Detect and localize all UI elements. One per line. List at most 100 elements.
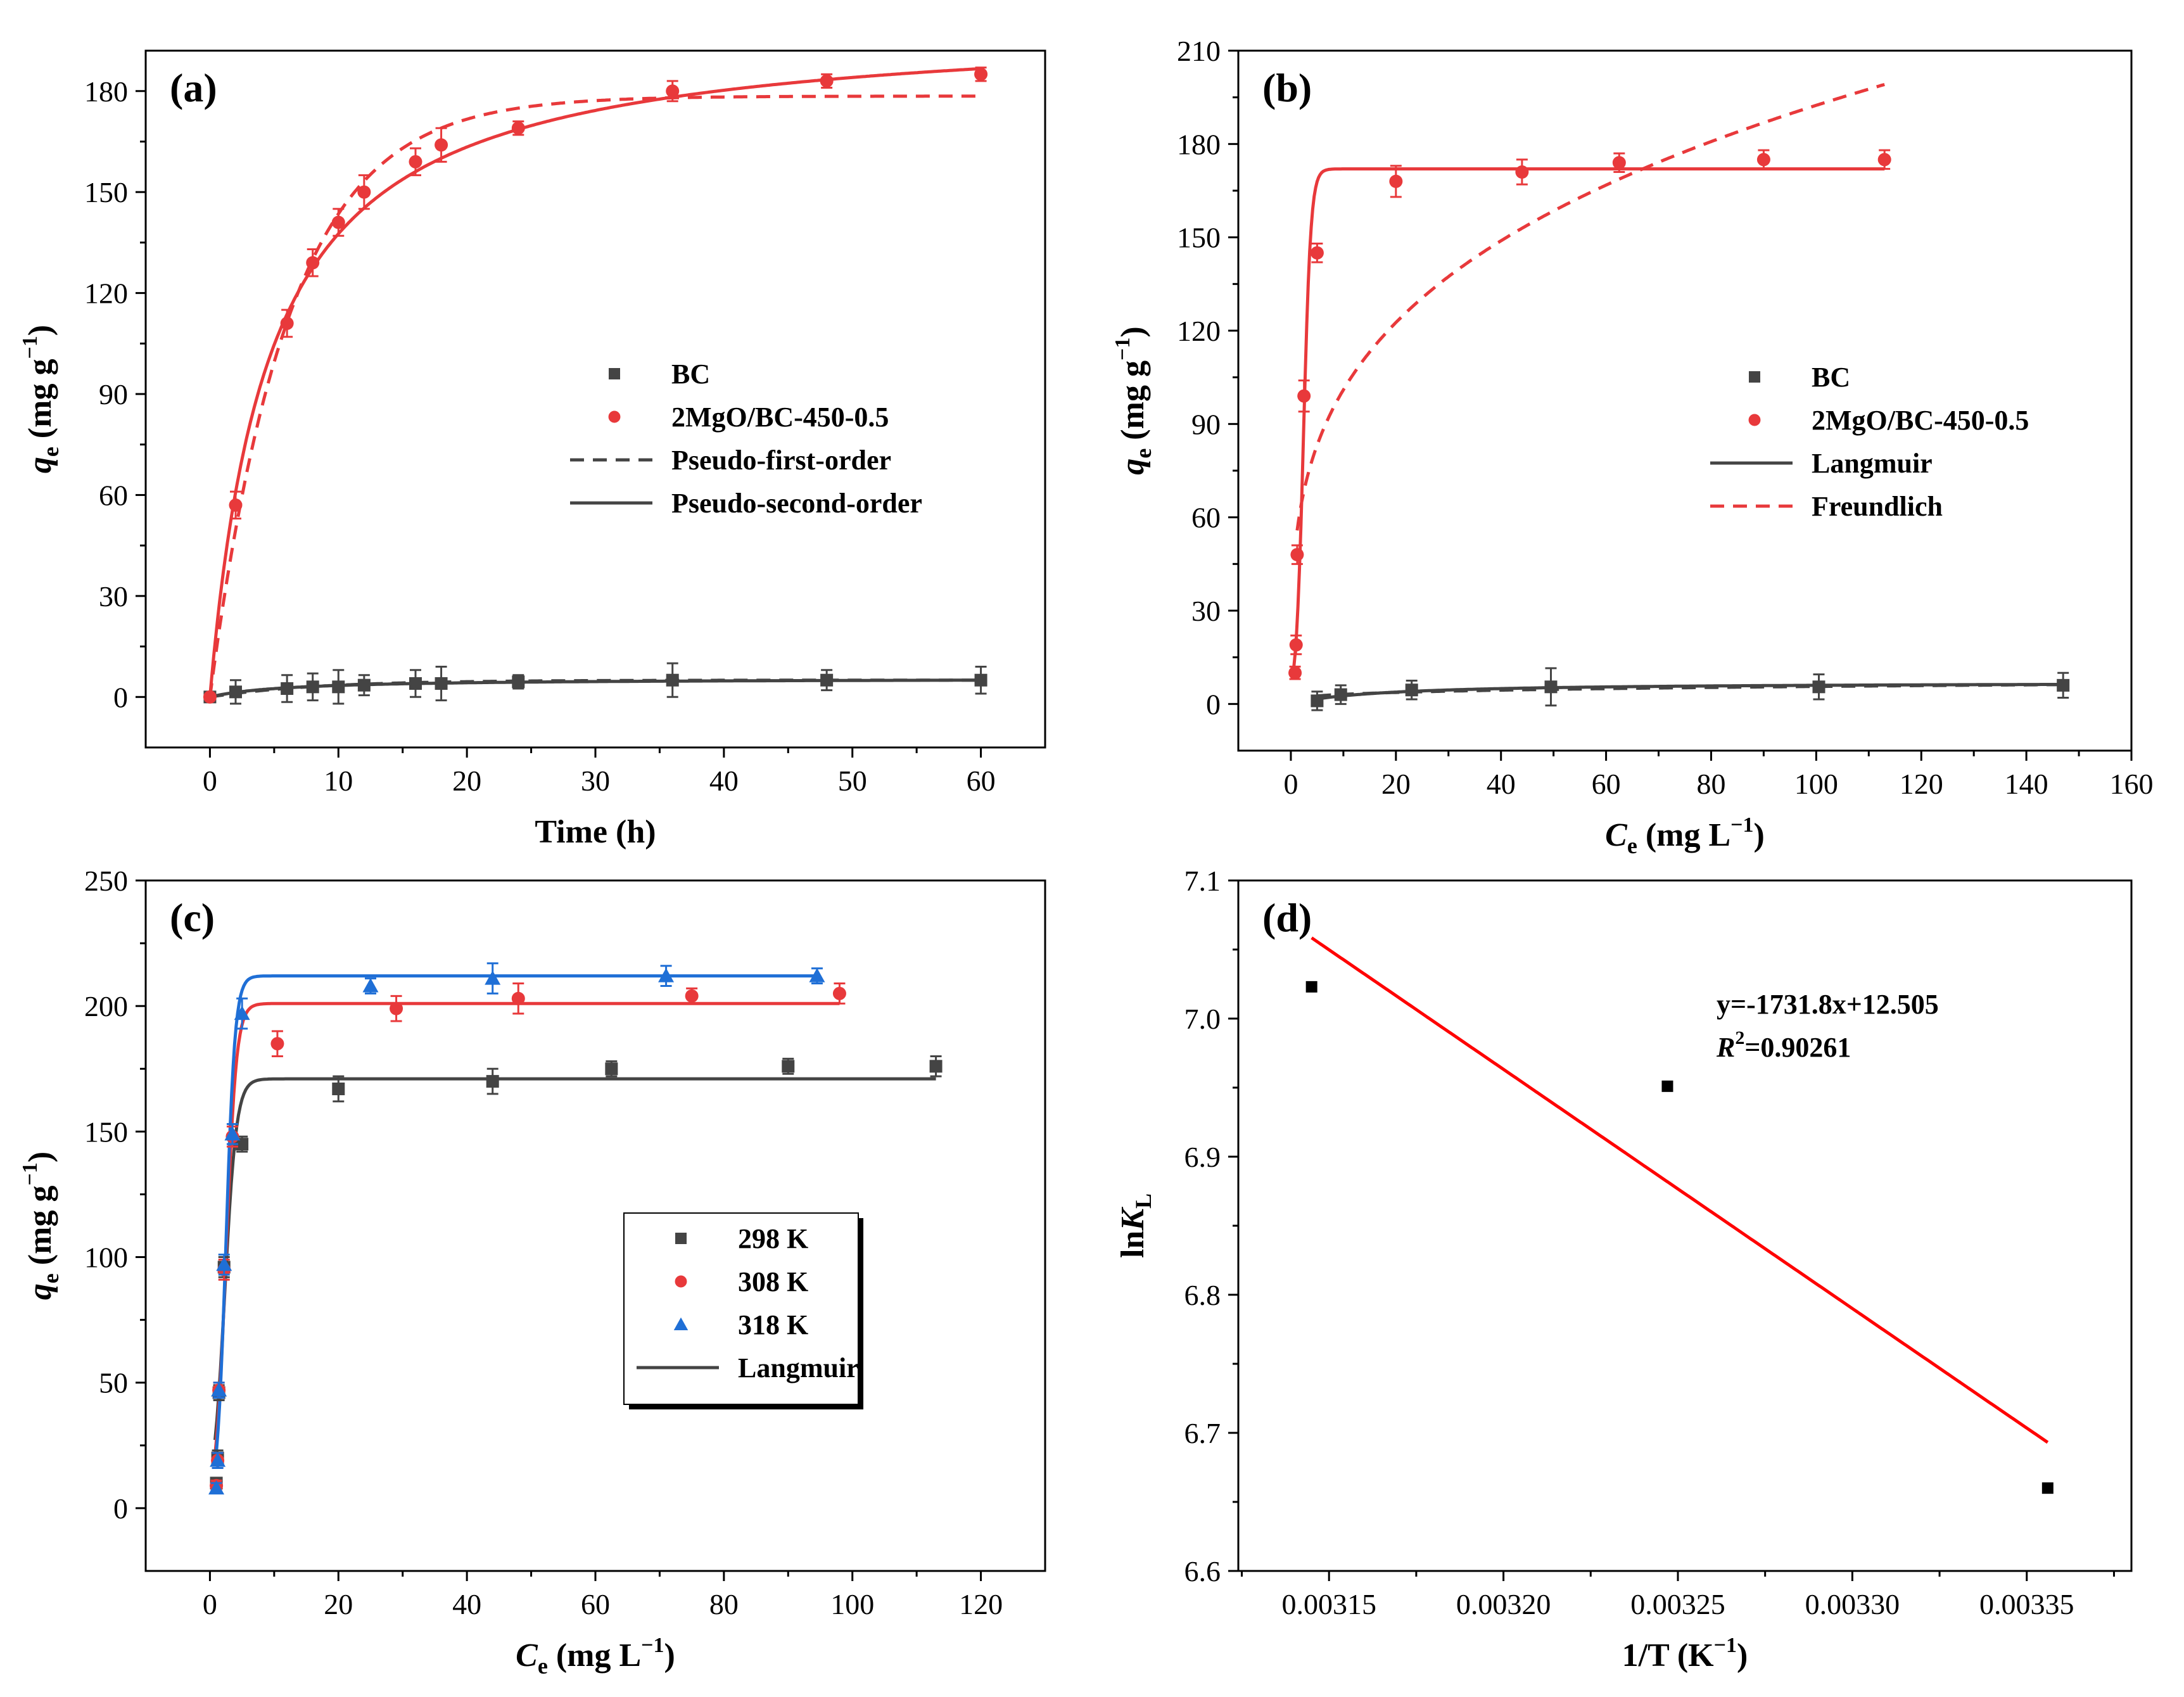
data-point [210, 1452, 226, 1467]
data-point [1288, 666, 1302, 680]
y-axis-label: qe (mg g−1) [1111, 326, 1156, 474]
y-tick-label: 6.9 [1184, 1141, 1221, 1173]
legend: BC 2MgO/BC-450-0.5 Pseudo-first-order Pseud… [570, 359, 922, 519]
y-tick-label: 210 [1177, 35, 1221, 67]
data-point [236, 1138, 249, 1151]
data-point [1405, 683, 1418, 697]
data-point [357, 678, 371, 692]
x-axis-label: 1/T (K−1) [1622, 1634, 1748, 1674]
x-axis-label: Ce (mg L−1) [1605, 813, 1765, 858]
x-axis-label-sub: e [538, 1653, 548, 1679]
data-point [512, 675, 525, 689]
fit-line [208, 94, 981, 697]
x-axis-label-main: 1/T (K [1622, 1637, 1715, 1674]
data-point [1877, 153, 1891, 167]
legend-marker [1749, 371, 1760, 383]
x-tick-label: 80 [1696, 768, 1725, 800]
data-point [435, 138, 448, 152]
fit-line [213, 1001, 840, 1455]
x-tick-label: 0 [1283, 768, 1298, 800]
x-axis-label-symbol: C [516, 1637, 538, 1674]
legend-label: 2MgO/BC-450-0.5 [1812, 405, 2029, 436]
series-2mgo-bc-450-0-5 [1288, 149, 1891, 680]
legend-marker [1748, 414, 1761, 426]
plot-frame [144, 49, 1046, 749]
panel-a: 0 10 20 30 40 50 60 0 30 60 90 120 150 180 (a) Time (h)… [18, 49, 1046, 850]
data-point [685, 989, 699, 1003]
panel-label: (d) [1262, 895, 1312, 940]
plot-frame [144, 879, 1046, 1572]
data-point [332, 1082, 345, 1095]
fit-line [213, 1077, 936, 1440]
y-axis-label-close: ) [22, 325, 58, 336]
plot-area [208, 962, 943, 1495]
panel-c: 0 20 40 60 80 100 120 0 50 100 150 200 250 (c) Ce (mg … [18, 865, 1046, 1679]
data-point [1812, 680, 1825, 694]
data-point [332, 680, 345, 694]
y-axis-label-sub: e [38, 1273, 63, 1283]
y-tick-label: 100 [84, 1242, 128, 1274]
plot-area [203, 67, 988, 705]
data-point [782, 1060, 795, 1073]
data-point [666, 84, 680, 98]
data-point [511, 991, 525, 1005]
plot-frame [1237, 879, 2133, 1572]
data-point [1311, 694, 1324, 708]
x-tick-label: 120 [1900, 768, 1943, 800]
data-point [1305, 981, 1317, 993]
y-tick-label: 6.8 [1184, 1279, 1221, 1311]
y-axis-label-unit: (mg g [22, 1186, 58, 1274]
data-point [208, 1480, 225, 1495]
fit-line [208, 67, 981, 697]
plot-area [1288, 83, 2070, 711]
data-point [1334, 688, 1347, 701]
series-318-k [208, 962, 825, 1495]
y-tick-label: 50 [99, 1367, 128, 1399]
y-tick-label: 150 [1177, 222, 1221, 254]
data-point [280, 316, 294, 330]
legend-label: 318 K [738, 1309, 808, 1340]
x-axis-label-unit: (mg L [548, 1637, 641, 1674]
y-tick-label: 6.7 [1184, 1417, 1221, 1449]
data-point [1612, 156, 1626, 170]
data-point [974, 673, 987, 687]
series-lnkl [1305, 981, 2054, 1494]
fit-line [1295, 83, 1885, 531]
data-point [216, 1256, 232, 1271]
data-point [306, 680, 319, 694]
y-axis-label-sub: e [38, 447, 63, 457]
legend-marker [609, 368, 620, 379]
y-tick-label: 60 [1191, 502, 1221, 534]
data-point [2041, 1482, 2054, 1494]
series-2mgo-bc-450-0-5 [203, 67, 988, 704]
data-point [409, 155, 422, 168]
y-tick-label: 150 [84, 176, 128, 208]
x-axis-label-sup: −1 [1714, 1634, 1737, 1657]
x-axis-label-close: ) [1754, 817, 1765, 853]
data-point [229, 498, 243, 512]
x-tick-label: 60 [1592, 768, 1621, 800]
data-point [306, 256, 320, 270]
data-point [666, 673, 679, 687]
legend-marker [673, 1317, 689, 1330]
legend-marker [675, 1275, 687, 1288]
legend-label: 298 K [738, 1223, 808, 1254]
legend-marker [675, 1233, 687, 1244]
y-tick-label: 120 [1177, 315, 1221, 347]
legend-label: Langmuir [1812, 448, 1933, 479]
x-tick-label: 160 [2110, 768, 2154, 800]
y-axis-label-symbol: q [22, 1283, 58, 1300]
legend-label: Langmuir [738, 1352, 859, 1383]
x-axis-label: Ce (mg L−1) [516, 1634, 675, 1679]
data-point [658, 968, 675, 982]
x-axis-label-close: ) [664, 1637, 675, 1674]
panel-label: (c) [170, 895, 215, 940]
y-tick-label: 7.1 [1184, 865, 1221, 897]
x-tick-label: 20 [452, 765, 481, 797]
data-point [234, 1005, 250, 1020]
x-tick-label: 0.00335 [1979, 1588, 2074, 1620]
panel-b: 0 20 40 60 80 100 120 140 160 0 30 60 90 120 150 180 210… [1111, 35, 2154, 858]
data-point [1290, 548, 1304, 562]
data-point [1389, 174, 1403, 188]
